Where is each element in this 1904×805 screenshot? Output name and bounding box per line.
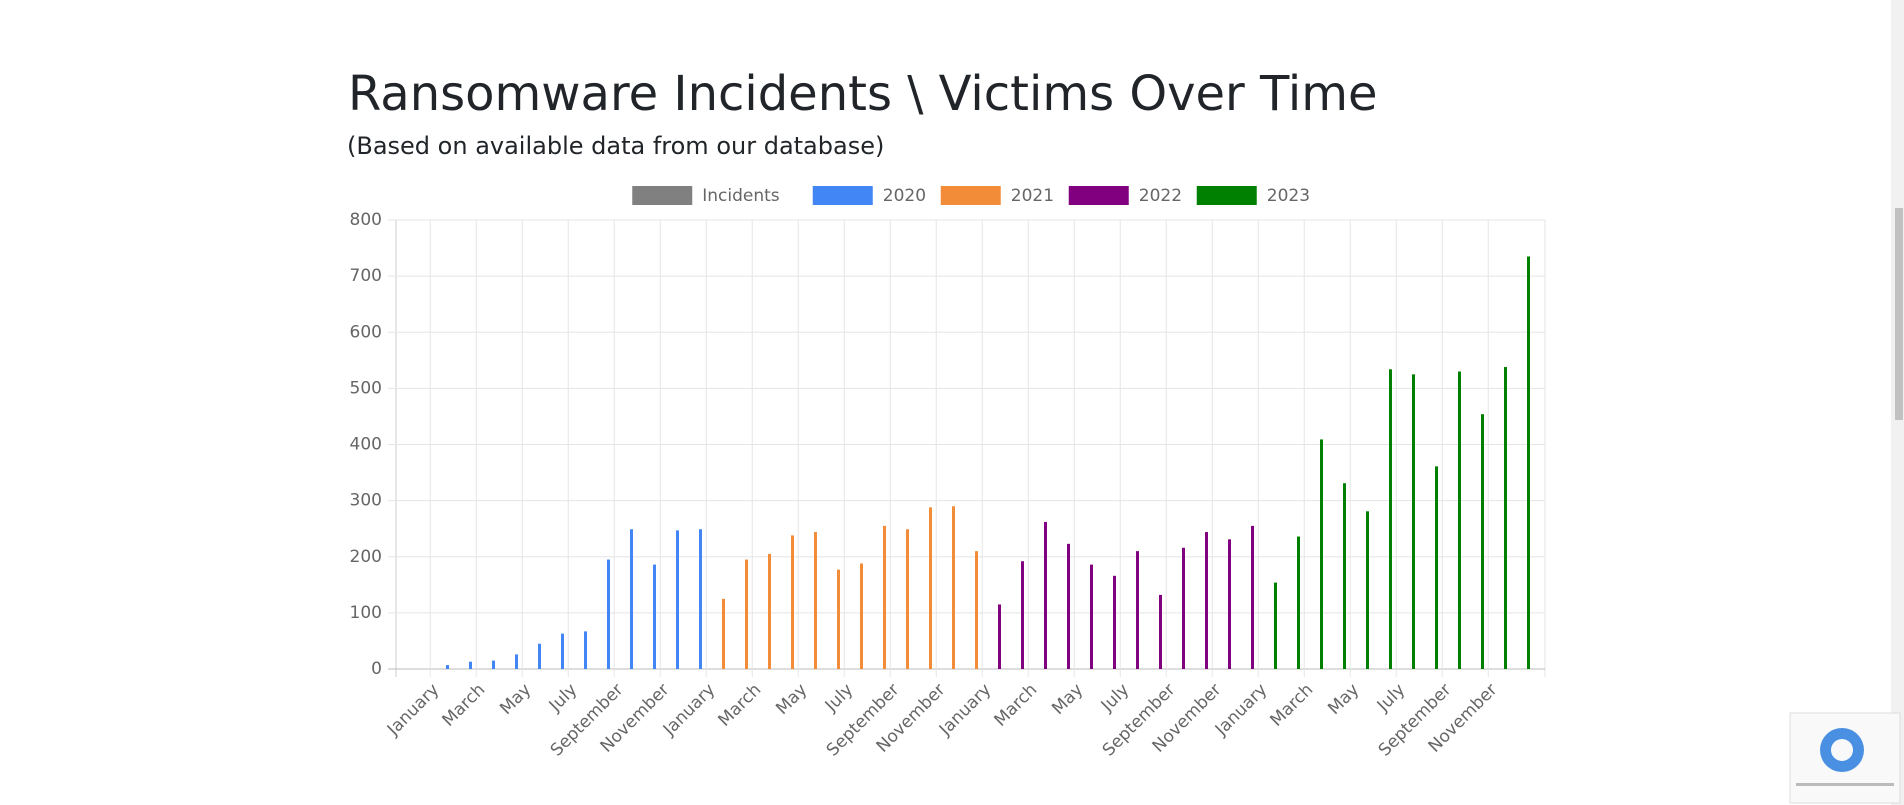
x-tick-label: March xyxy=(1267,680,1318,731)
chart-title: Ransomware Incidents \ Victims Over Time xyxy=(348,66,1378,122)
bar xyxy=(1343,483,1346,669)
bar xyxy=(1458,371,1461,669)
legend-label: 2022 xyxy=(1139,186,1182,206)
legend-label: 2021 xyxy=(1011,186,1054,206)
scrollbar-thumb[interactable] xyxy=(1895,208,1903,420)
bar xyxy=(561,633,564,669)
legend-swatch xyxy=(632,186,693,205)
x-tick-label: May xyxy=(772,680,811,719)
bar xyxy=(1389,369,1392,669)
bar xyxy=(653,564,656,669)
y-tick-label: 100 xyxy=(350,603,382,623)
bar xyxy=(469,661,472,669)
bar xyxy=(1251,525,1254,669)
bar xyxy=(1044,521,1047,669)
bar xyxy=(492,660,495,669)
bar xyxy=(515,654,518,669)
legend-swatch xyxy=(1068,186,1129,205)
x-tick-label: July xyxy=(1097,680,1133,716)
bar xyxy=(929,507,932,669)
bar xyxy=(1412,374,1415,669)
bar xyxy=(745,559,748,669)
x-tick-label: May xyxy=(496,680,535,719)
bar xyxy=(998,604,1001,669)
bar xyxy=(676,530,679,669)
x-tick-label: January xyxy=(383,680,443,740)
bar xyxy=(630,529,633,669)
y-tick-label: 200 xyxy=(350,547,382,567)
chart-subtitle: (Based on available data from our databa… xyxy=(347,132,884,160)
bar xyxy=(1159,594,1162,669)
legend-label: 2023 xyxy=(1267,186,1310,206)
y-tick-label: 700 xyxy=(350,266,382,286)
bar xyxy=(1090,564,1093,669)
bar xyxy=(1274,582,1277,669)
bar xyxy=(1320,439,1323,669)
bar xyxy=(791,535,794,669)
legend-label: 2020 xyxy=(883,186,926,206)
x-tick-label: March xyxy=(439,680,490,731)
y-tick-label: 800 xyxy=(350,210,382,230)
x-tick-label: May xyxy=(1324,680,1363,719)
bar xyxy=(952,506,955,669)
bar xyxy=(1136,551,1139,669)
bar xyxy=(607,559,610,669)
bar xyxy=(768,553,771,669)
bar xyxy=(538,643,541,669)
y-tick-label: 500 xyxy=(350,378,382,398)
x-tick-label: July xyxy=(821,680,857,716)
bar xyxy=(906,529,909,669)
legend-label: Incidents xyxy=(702,186,780,206)
bar xyxy=(860,563,863,669)
y-tick-label: 400 xyxy=(350,435,382,455)
bar xyxy=(1435,466,1438,669)
bar xyxy=(446,665,449,669)
bar xyxy=(1481,414,1484,669)
y-tick-label: 300 xyxy=(350,491,382,511)
legend-swatch xyxy=(940,186,1001,205)
bar xyxy=(837,569,840,669)
x-tick-label: May xyxy=(1048,680,1087,719)
bar xyxy=(1205,532,1208,669)
bar xyxy=(1021,561,1024,669)
bar xyxy=(1113,575,1116,669)
bar xyxy=(1366,511,1369,669)
bar xyxy=(722,598,725,669)
bar xyxy=(1067,543,1070,669)
recaptcha-badge xyxy=(1789,712,1901,804)
bar xyxy=(814,532,817,669)
bar xyxy=(1504,367,1507,669)
x-tick-label: March xyxy=(715,680,766,731)
x-tick-label: July xyxy=(545,680,581,716)
legend-swatch xyxy=(812,186,873,205)
bar xyxy=(584,631,587,669)
x-tick-label: March xyxy=(991,680,1042,731)
x-tick-label: July xyxy=(1373,680,1409,716)
bar xyxy=(1297,536,1300,669)
y-tick-label: 600 xyxy=(350,322,382,342)
bar xyxy=(1228,539,1231,669)
bar xyxy=(699,529,702,669)
bar xyxy=(1182,547,1185,669)
legend-swatch xyxy=(1196,186,1257,205)
y-tick-label: 0 xyxy=(371,659,382,679)
bar xyxy=(883,525,886,669)
bar xyxy=(975,551,978,669)
bar xyxy=(1527,256,1530,669)
